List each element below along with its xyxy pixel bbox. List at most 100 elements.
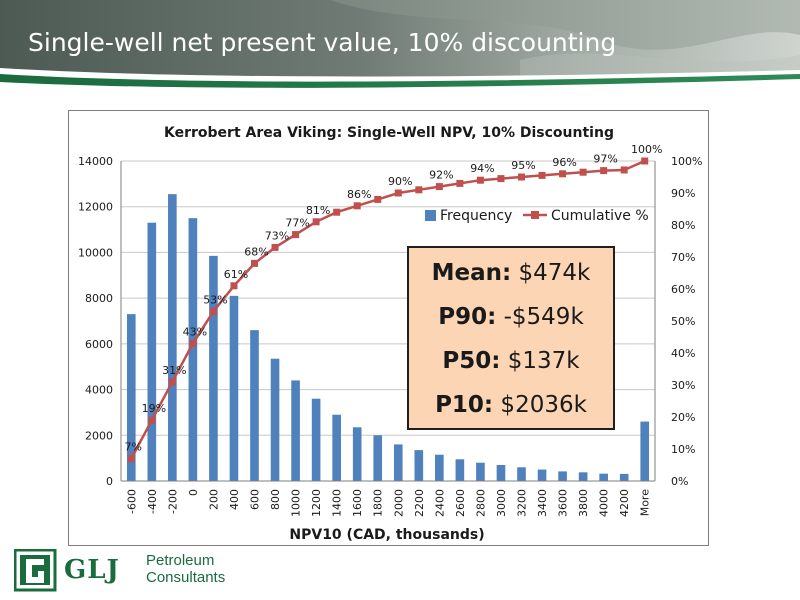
cumulative-marker: [292, 231, 300, 239]
cumulative-marker: [374, 195, 382, 203]
x-tick-label: 800: [269, 489, 282, 510]
x-tick-label: 4000: [598, 489, 611, 517]
x-tick-label: 3200: [516, 489, 529, 517]
stat-p90-label: P90:: [438, 304, 497, 330]
cumulative-marker: [230, 282, 238, 290]
stat-p50: P50: $137k: [409, 348, 613, 374]
frequency-bar: [578, 472, 588, 481]
y2-tick-label: 70%: [671, 251, 695, 264]
frequency-bar: [332, 414, 341, 481]
y2-tick-label: 0%: [671, 475, 688, 488]
x-tick-label: 1000: [290, 489, 303, 517]
frequency-bar: [393, 444, 403, 481]
stat-p90: P90: -$549k: [409, 304, 613, 330]
frequency-bar: [517, 467, 526, 481]
cumulative-marker: [333, 208, 341, 216]
frequency-bar: [619, 473, 629, 481]
frequency-bar: [270, 358, 280, 481]
frequency-bar: [558, 471, 567, 481]
frequency-bar: [537, 469, 547, 481]
frequency-bar: [476, 462, 485, 481]
frequency-bar: [496, 465, 506, 481]
cumulative-data-label: 53%: [203, 293, 227, 306]
stat-p90-value: -$549k: [496, 304, 584, 330]
y2-tick-label: 60%: [671, 283, 695, 296]
cumulative-data-label: 92%: [429, 169, 453, 182]
x-tick-label: 3800: [577, 489, 590, 517]
x-tick-label: 2200: [413, 489, 426, 517]
frequency-bar: [599, 473, 608, 481]
glj-logo-icon: [14, 549, 57, 592]
cumulative-data-label: 68%: [244, 245, 268, 258]
company-logo: GLJ Petroleum Consultants: [14, 549, 244, 593]
cumulative-data-label: 86%: [347, 188, 371, 201]
stat-p10: P10: $2036k: [409, 392, 613, 418]
x-tick-label: 0: [187, 489, 200, 496]
y2-tick-label: 100%: [671, 155, 702, 168]
cumulative-marker: [415, 186, 423, 194]
axes: 020004000600080001000012000140000%10%20%…: [78, 155, 702, 517]
y-tick-label: 8000: [85, 292, 113, 305]
y-tick-label: 0: [106, 475, 113, 488]
cumulative-data-label: 100%: [631, 143, 662, 156]
cumulative-data-label: 96%: [552, 156, 576, 169]
x-tick-label: 4200: [618, 489, 631, 517]
y2-tick-label: 80%: [671, 219, 695, 232]
cumulative-data-label: 19%: [142, 402, 166, 415]
chart-plot: 7% 19% 31% 43% 53% 61% 68% 73%77%81% 86% 90% 92% 94…: [78, 125, 702, 543]
cumulative-marker: [579, 168, 587, 176]
cumulative-marker: [251, 259, 258, 267]
cumulative-data-label: 81%: [306, 204, 330, 217]
x-tick-label: 3000: [495, 489, 508, 517]
frequency-bar: [373, 435, 383, 481]
frequency-bar: [414, 450, 424, 481]
y-tick-label: 12000: [78, 201, 113, 214]
cumulative-marker: [127, 455, 135, 463]
legend-frequency-label: Frequency: [440, 208, 512, 224]
cumulative-marker: [641, 157, 649, 165]
cumulative-marker: [600, 167, 608, 175]
frequency-bar: [126, 314, 136, 481]
y2-tick-label: 10%: [671, 443, 695, 456]
cumulative-marker: [476, 176, 484, 184]
cumulative-marker: [456, 179, 464, 187]
cumulative-marker: [312, 218, 320, 226]
x-tick-label: 1800: [372, 489, 385, 517]
cumulative-data-label: 94%: [470, 162, 494, 175]
y2-tick-label: 30%: [671, 379, 695, 392]
x-axis-title: NPV10 (CAD, thousands): [289, 527, 484, 543]
y-tick-label: 6000: [85, 338, 113, 351]
x-tick-label: -400: [146, 489, 159, 514]
frequency-bar: [435, 454, 444, 481]
x-tick-label: 2600: [454, 489, 467, 517]
stat-mean-value: $474k: [511, 260, 591, 286]
y-tick-label: 10000: [78, 246, 113, 259]
x-tick-label: 2000: [392, 489, 405, 517]
legend-cumulative-marker: [531, 211, 539, 219]
x-tick-label: 1200: [310, 489, 323, 517]
y2-tick-label: 20%: [671, 411, 695, 424]
logo-subtitle-line1: Petroleum: [146, 552, 215, 569]
cumulative-marker: [394, 189, 402, 197]
x-tick-label: 200: [207, 489, 220, 510]
legend-cumulative-label: Cumulative %: [551, 208, 649, 224]
x-tick-label: 1600: [351, 489, 364, 517]
cumulative-data-label: 73%: [265, 229, 289, 242]
stat-mean-label: Mean:: [431, 260, 512, 286]
cumulative-marker: [168, 378, 176, 386]
frequency-bar: [168, 194, 177, 481]
chart-title: Kerrobert Area Viking: Single-Well NPV, …: [164, 125, 614, 141]
frequency-bar: [229, 295, 239, 481]
x-tick-label: -200: [166, 489, 179, 514]
cumulative-marker: [271, 243, 279, 251]
cumulative-marker: [353, 202, 361, 210]
cumulative-data-label: 90%: [388, 175, 412, 188]
x-tick-label: 3600: [557, 489, 570, 517]
y-tick-label: 4000: [85, 384, 113, 397]
x-tick-label: 1400: [331, 489, 344, 517]
cumulative-data-label: 43%: [183, 325, 207, 338]
cumulative-marker: [538, 171, 546, 179]
frequency-bars: [126, 194, 650, 481]
legend-frequency-swatch: [425, 210, 436, 221]
stat-p10-value: $2036k: [493, 392, 587, 418]
